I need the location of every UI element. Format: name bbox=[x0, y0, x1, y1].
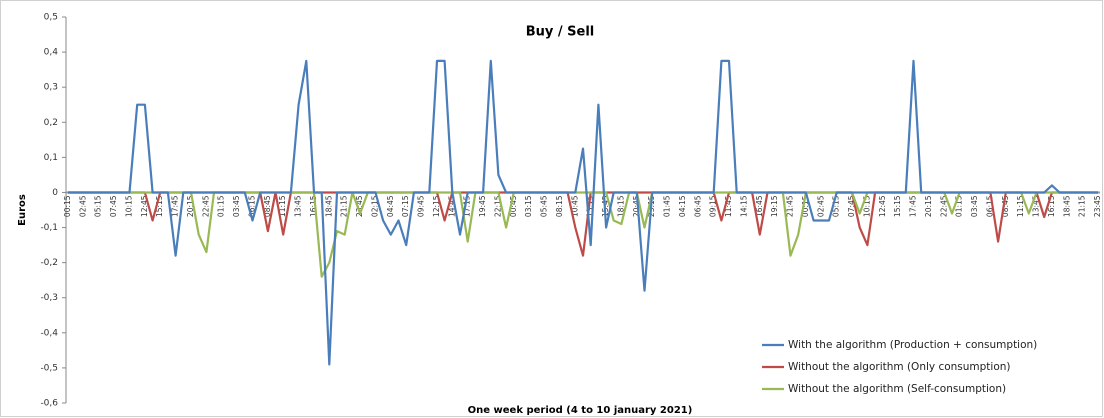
legend-label: With the algorithm (Production + consump… bbox=[788, 339, 1037, 351]
x-tick-label: 10:15 bbox=[862, 195, 871, 217]
x-tick-label: 07:45 bbox=[847, 195, 856, 217]
x-tick-label: 02:45 bbox=[816, 195, 825, 217]
x-tick-label: 20:45 bbox=[632, 195, 641, 217]
x-tick-label: 00:45 bbox=[509, 195, 518, 217]
x-tick-label: 19:45 bbox=[478, 195, 487, 217]
x-tick-label: 13:15 bbox=[586, 195, 595, 217]
x-tick-label: 08:45 bbox=[1001, 195, 1010, 217]
x-tick-label: 06:15 bbox=[985, 195, 994, 217]
y-tick-label: 0 bbox=[52, 188, 58, 198]
x-tick-label: 07:15 bbox=[401, 195, 410, 217]
x-tick-label: 11:15 bbox=[1016, 195, 1025, 217]
x-tick-label: 05:15 bbox=[94, 195, 103, 217]
x-tick-label: 00:15 bbox=[63, 195, 72, 217]
x-tick-label: 03:45 bbox=[232, 195, 241, 217]
y-tick-label: -0,2 bbox=[40, 258, 58, 268]
x-tick-label: 14:15 bbox=[739, 195, 748, 217]
x-axis-label: One week period (4 to 10 january 2021) bbox=[468, 405, 693, 416]
x-tick-label: 07:45 bbox=[109, 195, 118, 217]
y-tick-label: -0,4 bbox=[40, 328, 58, 338]
x-tick-label: 16:15 bbox=[309, 195, 318, 217]
x-tick-label: 12:45 bbox=[878, 195, 887, 217]
x-tick-label: 08:45 bbox=[263, 195, 272, 217]
x-tick-label: 19:15 bbox=[770, 195, 779, 217]
x-tick-label: 17:15 bbox=[463, 195, 472, 217]
x-tick-label: 09:45 bbox=[417, 195, 426, 217]
x-tick-label: 20:15 bbox=[186, 195, 195, 217]
x-tick-label: 11:45 bbox=[724, 195, 733, 217]
series-line bbox=[68, 59, 1098, 366]
x-tick-label: 01:15 bbox=[955, 195, 964, 217]
legend-label: Without the algorithm (Self-consumption) bbox=[788, 383, 1006, 395]
x-tick-label: 12:15 bbox=[432, 195, 441, 217]
x-tick-label: 22:15 bbox=[493, 195, 502, 217]
x-tick-label: 23:45 bbox=[355, 195, 364, 217]
x-tick-label: 21:45 bbox=[786, 195, 795, 217]
x-tick-label: 17:45 bbox=[909, 195, 918, 217]
y-axis-label: Euros bbox=[17, 194, 28, 226]
x-tick-label: 15:15 bbox=[155, 195, 164, 217]
x-tick-label: 13:45 bbox=[1032, 195, 1041, 217]
x-tick-label: 11:15 bbox=[278, 195, 287, 217]
y-tick-label: 0,3 bbox=[44, 83, 58, 93]
x-tick-label: 01:45 bbox=[663, 195, 672, 217]
x-tick-label: 16:45 bbox=[755, 195, 764, 217]
x-tick-label: 04:15 bbox=[678, 195, 687, 217]
x-tick-label: 02:45 bbox=[78, 195, 87, 217]
x-tick-label: 17:45 bbox=[171, 195, 180, 217]
x-tick-label: 15:15 bbox=[893, 195, 902, 217]
x-tick-label: 16:15 bbox=[1047, 195, 1056, 217]
x-tick-label: 09:15 bbox=[709, 195, 718, 217]
x-tick-label: 06:45 bbox=[693, 195, 702, 217]
x-tick-label: 05:15 bbox=[832, 195, 841, 217]
x-tick-label: 04:45 bbox=[386, 195, 395, 217]
y-tick-label: 0,4 bbox=[44, 48, 59, 58]
x-tick-label: 05:45 bbox=[540, 195, 549, 217]
legend-label: Without the algorithm (Only consumption) bbox=[788, 361, 1011, 373]
x-tick-label: 18:45 bbox=[324, 195, 333, 217]
y-tick-label: 0,5 bbox=[44, 13, 58, 23]
y-tick-label: -0,6 bbox=[40, 399, 58, 409]
x-tick-label: 10:15 bbox=[124, 195, 133, 217]
x-tick-label: 12:45 bbox=[140, 195, 149, 217]
x-tick-label: 03:45 bbox=[970, 195, 979, 217]
y-tick-label: -0,3 bbox=[40, 293, 58, 303]
x-tick-label: 14:45 bbox=[447, 195, 456, 217]
x-tick-label: 02:15 bbox=[370, 195, 379, 217]
x-tick-label: 13:45 bbox=[294, 195, 303, 217]
x-tick-label: 22:45 bbox=[201, 195, 210, 217]
x-tick-label: 00:15 bbox=[801, 195, 810, 217]
x-tick-label: 20:15 bbox=[924, 195, 933, 217]
x-tick-label: 06:15 bbox=[247, 195, 256, 217]
x-tick-label: 10:45 bbox=[570, 195, 579, 217]
y-tick-label: 0,2 bbox=[44, 118, 58, 128]
y-tick-label: -0,1 bbox=[40, 223, 58, 233]
x-tick-label: 21:15 bbox=[1078, 195, 1087, 217]
x-tick-label: 21:15 bbox=[340, 195, 349, 217]
x-tick-label: 18:15 bbox=[616, 195, 625, 217]
chart-title: Buy / Sell bbox=[526, 25, 595, 40]
x-tick-label: 01:15 bbox=[217, 195, 226, 217]
y-tick-label: 0,1 bbox=[44, 153, 58, 163]
x-tick-label: 03:15 bbox=[524, 195, 533, 217]
x-tick-label: 23:45 bbox=[1093, 195, 1102, 217]
x-tick-label: 18:45 bbox=[1062, 195, 1071, 217]
x-tick-label: 22:45 bbox=[939, 195, 948, 217]
y-tick-label: -0,5 bbox=[40, 363, 58, 373]
x-tick-label: 08:15 bbox=[555, 195, 564, 217]
